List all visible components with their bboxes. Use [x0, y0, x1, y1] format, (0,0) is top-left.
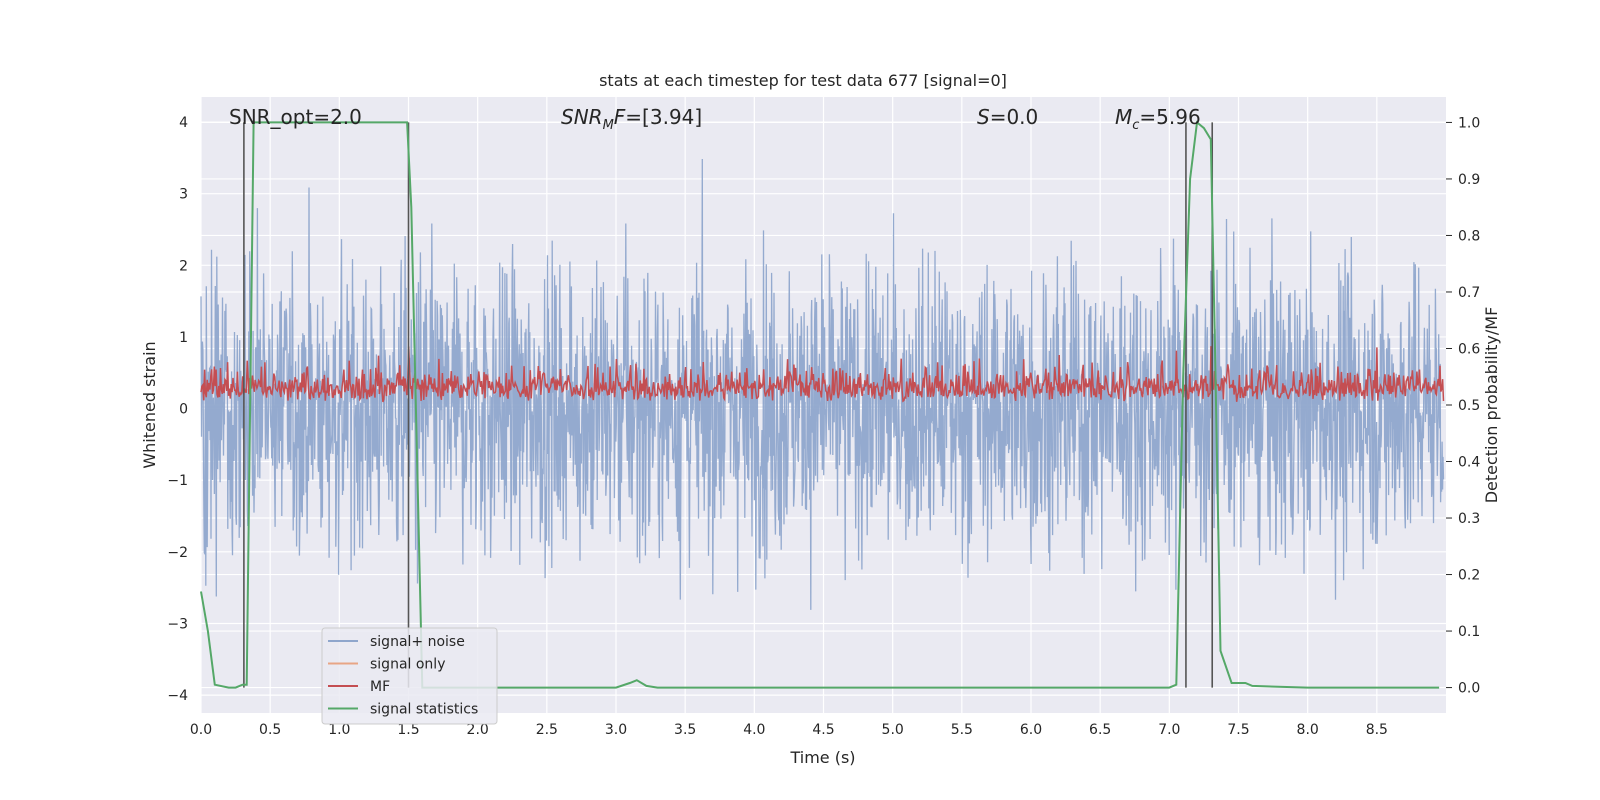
y-left-tick-label-3: 1: [179, 330, 188, 346]
x-tick-label-16: 8.0: [1297, 722, 1319, 738]
y-left-tick-label-7: −3: [167, 616, 188, 632]
line-signal-statistics: [200, 120, 1440, 689]
y-left-tick-label-4: 0: [179, 402, 188, 418]
legend: signal+ noise signal only MF signal statist…: [321, 627, 498, 725]
x-tick-label-13: 6.5: [1089, 722, 1111, 738]
y-right-tick-label-10: 0.0: [1458, 681, 1480, 697]
legend-label-0: signal+ noise: [370, 634, 465, 650]
x-tick-label-17: 8.5: [1366, 722, 1388, 738]
y-right-axis-ticks: 1.0 0.9 0.8 0.7 0.6 0.5 0.4 0.3 0.2 0.1 0.0: [1446, 115, 1480, 697]
y-right-tick-label-1: 0.9: [1458, 172, 1480, 188]
x-tick-label-15: 7.5: [1227, 722, 1249, 738]
y-left-axis-ticks: 4 3 2 1 0 −1 −2 −3 −4: [167, 115, 188, 704]
y-left-tick-label-1: 3: [179, 187, 188, 203]
y-right-tick-label-3: 0.7: [1458, 285, 1480, 301]
y-right-axis-label: Detection probability/MF: [1482, 307, 1501, 504]
y-right-tick-label-5: 0.5: [1458, 398, 1480, 414]
x-tick-label-11: 5.5: [951, 722, 973, 738]
y-left-tick-label-0: 4: [179, 115, 188, 131]
y-left-tick-label-5: −1: [167, 473, 188, 489]
annotation-snr-mf: SNRMF=[3.94]: [561, 105, 702, 133]
x-axis-ticks: 0.0 0.5 1.0 1.5 2.0 2.5 3.0 3.5 4.0 4.5 5.0 5.5 6.0 6…: [190, 722, 1388, 738]
y-left-tick-label-2: 2: [179, 258, 188, 274]
x-tick-label-1: 0.5: [259, 722, 281, 738]
x-tick-label-0: 0.0: [190, 722, 212, 738]
annotation-mc: Mc=5.96: [1115, 105, 1201, 133]
y-right-tick-label-7: 0.3: [1458, 511, 1480, 527]
x-tick-label-5: 2.5: [536, 722, 558, 738]
x-tick-label-2: 1.0: [328, 722, 350, 738]
annotation-s: S=0.0: [977, 105, 1038, 129]
legend-label-1: signal only: [370, 657, 445, 673]
y-right-tick-label-9: 0.1: [1458, 624, 1480, 640]
y-right-tick-label-4: 0.6: [1458, 341, 1480, 357]
x-tick-label-12: 6.0: [1020, 722, 1042, 738]
annotation-mc-value: =5.96: [1139, 105, 1200, 129]
y-left-tick-label-8: −4: [167, 688, 188, 704]
legend-label-2: MF: [370, 679, 390, 695]
y-left-tick-label-6: −2: [167, 545, 188, 561]
y-right-tick-label-0: 1.0: [1458, 115, 1480, 131]
x-tick-label-9: 4.5: [812, 722, 834, 738]
y-right-tick-label-2: 0.8: [1458, 228, 1480, 244]
x-tick-label-4: 2.0: [467, 722, 489, 738]
annotation-s-value: =0.0: [990, 105, 1039, 129]
x-tick-label-7: 3.5: [674, 722, 696, 738]
legend-box: [321, 627, 498, 725]
annotation-snr-mf-value: =[3.94]: [625, 105, 702, 129]
x-tick-label-6: 3.0: [605, 722, 627, 738]
x-tick-label-14: 7.0: [1158, 722, 1180, 738]
x-tick-label-8: 4.0: [743, 722, 765, 738]
y-left-axis-label: Whitened strain: [140, 341, 159, 468]
x-tick-label-10: 5.0: [882, 722, 904, 738]
x-tick-label-3: 1.5: [397, 722, 419, 738]
x-axis-label: Time (s): [789, 748, 855, 767]
y-right-tick-label-8: 0.2: [1458, 568, 1480, 584]
series-signal-statistics: [200, 120, 1440, 689]
y-right-tick-label-6: 0.4: [1458, 455, 1480, 471]
legend-label-3: signal statistics: [370, 702, 478, 718]
annotation-snr-opt: SNR_opt=2.0: [229, 105, 362, 129]
chart-title: stats at each timestep for test data 677…: [599, 71, 1007, 90]
vertical-markers: [243, 122, 1214, 688]
